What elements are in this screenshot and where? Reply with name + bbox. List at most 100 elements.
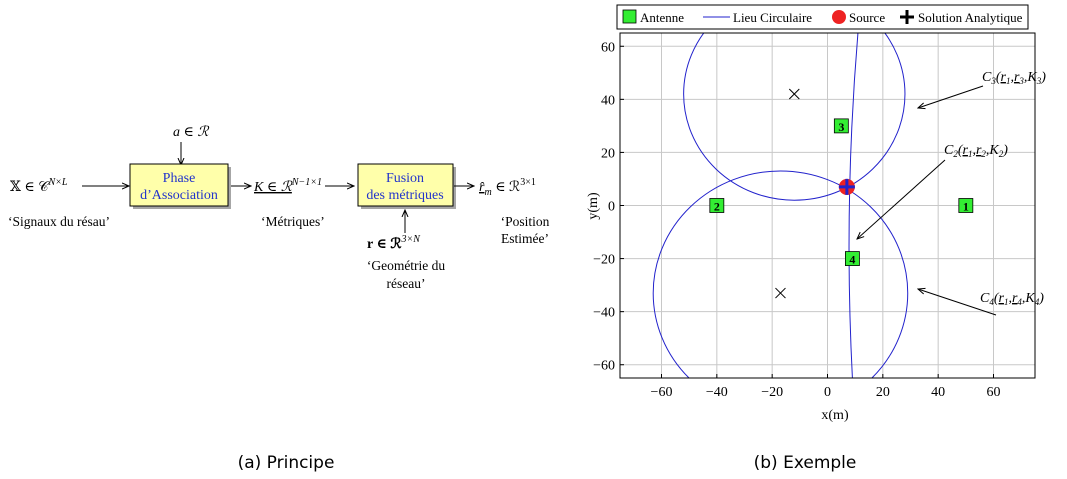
callout-c2-arg3: K <box>988 143 999 158</box>
antenna-marker <box>845 251 860 266</box>
legend-solution-swatch <box>900 10 914 24</box>
callout-c3-arrow <box>918 85 984 108</box>
x-tick-label: 40 <box>931 385 945 400</box>
legend-source-swatch <box>832 10 846 24</box>
antenna-label: 4 <box>849 253 855 267</box>
y-axis-label: y(m) <box>586 192 601 220</box>
callout-c4-arg1: r <box>999 291 1005 306</box>
plot-frame <box>619 32 1036 379</box>
output-symbol: r̂ <box>479 180 485 195</box>
callout-c3-arg2: r <box>1014 70 1020 85</box>
y-tick-label: 20 <box>601 146 615 161</box>
callout-c2-curve: C <box>944 143 954 158</box>
solution-marker <box>838 178 855 195</box>
input-symbol-text: 𝕏 ∈ 𝒞N×L <box>10 177 68 195</box>
legend-antenna-swatch <box>622 9 637 24</box>
y-tick-label: −60 <box>593 359 615 374</box>
callout-c2-text: C2(r1,r2,K2) <box>944 143 1008 159</box>
x-tick-label: 20 <box>876 385 890 400</box>
callout-c3-arg1-sub: 1 <box>1006 76 1011 86</box>
legend: Antenne Lieu Circulaire Source Solution … <box>616 4 1029 30</box>
y-tick-label: −20 <box>593 253 615 268</box>
callout-c4-arg3: K <box>1024 291 1035 306</box>
callout-c3-arg1: r <box>1001 70 1007 85</box>
callout-c2-arg2: r <box>976 143 982 158</box>
legend-source: Source <box>849 10 885 25</box>
antenna-marker <box>709 198 725 213</box>
loci <box>652 33 909 378</box>
locus-c4 <box>652 170 909 378</box>
geom-sup: 3×N <box>401 234 422 245</box>
callout-c4-arg3-sub: 4 <box>1035 297 1040 307</box>
y-tick-label: 0 <box>608 200 615 215</box>
circle-center-cross <box>788 88 800 100</box>
x-axis-label: x(m) <box>821 408 849 423</box>
caption-exemple: (b) Exemple <box>754 453 857 473</box>
fusion-block <box>357 163 454 207</box>
locus-c3 <box>683 33 906 201</box>
geom-label-1: ‘Geométrie du <box>367 258 446 273</box>
callout-c2: C2(r1,r2,K2) <box>857 143 1008 239</box>
callout-c4-curve: C <box>980 291 990 306</box>
antenna-marker <box>958 198 974 213</box>
block2-line1: Fusion <box>386 171 424 186</box>
callout-c4-arg2: r <box>1012 291 1018 306</box>
phase-association-block <box>129 163 229 207</box>
x-tick-label: −60 <box>651 385 673 400</box>
x-tick-label: −20 <box>761 385 783 400</box>
metric-symbol-text: K ∈ ℛN−1×1 <box>253 177 322 195</box>
legend-locus: Lieu Circulaire <box>733 10 812 25</box>
x-tick-label: −40 <box>706 385 728 400</box>
locus-c2 <box>848 33 859 378</box>
callout-c4: C4(r1,r4,K4) <box>918 289 1044 316</box>
legend-box <box>616 4 1029 30</box>
x-tick-label: 60 <box>987 385 1001 400</box>
output-symbol-text: r̂m ∈ ℛ3×1 <box>479 177 536 198</box>
grid <box>620 33 1035 378</box>
callout-c3-arg3: K <box>1026 70 1037 85</box>
callout-c4-arg1-sub: 1 <box>1004 297 1009 307</box>
legend-solution: Solution Analytique <box>918 10 1023 25</box>
input-label: ‘Signaux du résau’ <box>8 214 110 229</box>
a-label: a ∈ ℛ <box>173 125 209 140</box>
output-sub: m <box>484 187 491 198</box>
callout-c3-arg2-sub: 3 <box>1018 76 1024 86</box>
principle-diagram: a ∈ ℛ 𝕏 ∈ 𝒞N×L ‘Signaux du résau’ Phase … <box>8 125 550 473</box>
callout-c2-arg1: r <box>963 143 969 158</box>
callout-c2-arg1-sub: 1 <box>968 149 973 159</box>
caption-principe: (a) Principe <box>238 453 335 473</box>
callout-c3-sub: 3 <box>990 76 996 86</box>
callout-c2-arg2-sub: 2 <box>981 149 986 159</box>
antenna-marker <box>833 118 849 134</box>
output-label-2: Estimée’ <box>501 231 549 246</box>
axis-ticks: −60 −40 −20 0 20 40 60 −60 −40 −20 0 20 40 60 <box>593 40 1000 400</box>
y-tick-label: 60 <box>601 40 615 55</box>
block1-line2: d’Association <box>140 188 218 203</box>
block2-line2: des métriques <box>366 188 443 203</box>
callout-c3-text: C3(r1,r3,K3) <box>982 70 1046 86</box>
callout-c4-arg2-sub: 4 <box>1017 297 1022 307</box>
input-sup: N×L <box>47 177 67 188</box>
callout-c3: C3(r1,r3,K3) <box>918 70 1046 108</box>
circle-center-cross <box>775 287 786 299</box>
callout-c2-arrow <box>857 159 946 239</box>
geom-symbol-text: r ∈ ℛ3×N <box>367 234 421 252</box>
y-tick-label: 40 <box>601 93 615 108</box>
geom-symbol: r ∈ ℛ <box>367 236 402 252</box>
x-tick-label: 0 <box>824 385 831 400</box>
geom-label-2: réseau’ <box>387 276 426 291</box>
callout-c3-arg3-sub: 3 <box>1036 76 1042 86</box>
callout-c2-arg3-sub: 2 <box>999 149 1004 159</box>
callout-c4-arrow <box>918 289 997 316</box>
metric-symbol: K ∈ ℛ <box>253 180 293 195</box>
metric-sup: N−1×1 <box>291 177 322 188</box>
output-label-1: ‘Position <box>501 214 550 229</box>
input-symbol: 𝕏 ∈ 𝒞 <box>10 180 50 195</box>
output-sup: 3×1 <box>520 177 536 188</box>
callout-c4-sub: 4 <box>989 297 994 307</box>
antenna-label: 1 <box>963 200 969 214</box>
output-rest: ∈ ℛ <box>492 180 521 195</box>
metric-label: ‘Métriques’ <box>261 214 325 229</box>
